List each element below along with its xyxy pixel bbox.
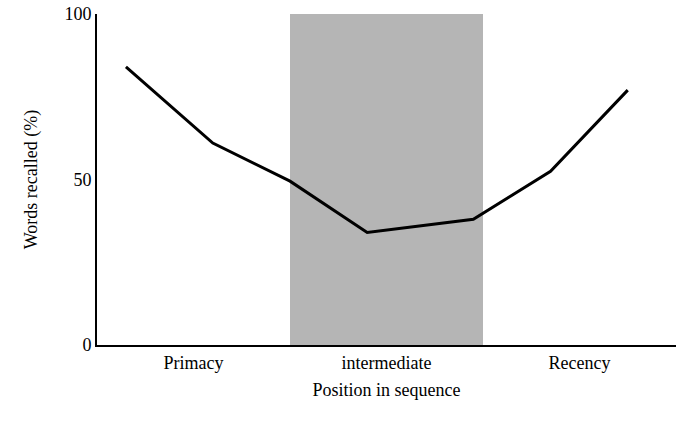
svg-text:Recency: Recency — [549, 353, 611, 373]
svg-text:50: 50 — [73, 170, 91, 190]
svg-text:Position in sequence: Position in sequence — [313, 380, 461, 400]
svg-text:Primacy: Primacy — [164, 353, 224, 373]
svg-text:intermediate: intermediate — [342, 353, 432, 373]
svg-text:0: 0 — [82, 335, 91, 355]
svg-text:100: 100 — [64, 4, 91, 24]
svg-text:Words recalled (%): Words recalled (%) — [21, 110, 42, 249]
